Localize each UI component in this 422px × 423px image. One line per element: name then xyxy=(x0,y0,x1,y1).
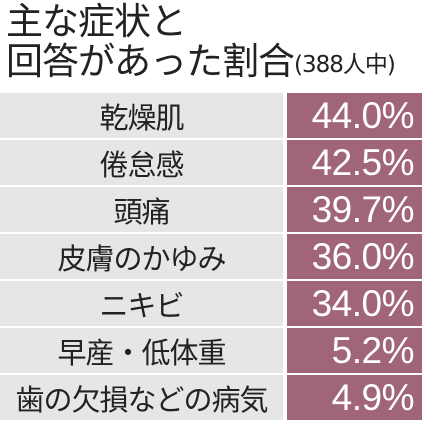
symptom-label: 乾燥肌 xyxy=(0,93,283,138)
table-row: ニキビ 34.0% xyxy=(0,280,422,327)
chart-title: 主な症状と 回答があった割合(388人中) xyxy=(6,2,420,85)
table-row: 歯の欠損などの病気 4.9% xyxy=(0,374,422,421)
symptom-label: ニキビ xyxy=(0,281,283,326)
table-row: 皮膚のかゆみ 36.0% xyxy=(0,233,422,280)
symptom-percentage: 34.0% xyxy=(287,281,422,326)
table-row: 倦怠感 42.5% xyxy=(0,139,422,186)
chart-title-line2: 回答があった割合(388人中) xyxy=(6,42,420,85)
symptom-label: 倦怠感 xyxy=(0,140,283,185)
symptom-label: 皮膚のかゆみ xyxy=(0,234,283,279)
chart-title-note: (388人中) xyxy=(294,52,396,78)
table-row: 早産・低体重 5.2% xyxy=(0,327,422,374)
table-row: 乾燥肌 44.0% xyxy=(0,92,422,139)
symptom-percentage: 39.7% xyxy=(287,187,422,232)
table-row: 頭痛 39.7% xyxy=(0,186,422,233)
symptom-label: 早産・低体重 xyxy=(0,328,283,373)
symptom-percentage: 44.0% xyxy=(287,93,422,138)
symptom-percentage: 36.0% xyxy=(287,234,422,279)
symptom-percentage: 4.9% xyxy=(287,375,422,420)
symptom-percentage: 42.5% xyxy=(287,140,422,185)
chart-title-line2-text: 回答があった割合 xyxy=(6,40,295,83)
symptom-label: 頭痛 xyxy=(0,187,283,232)
symptom-percentage: 5.2% xyxy=(287,328,422,373)
chart-title-line1: 主な症状と xyxy=(6,0,187,43)
symptom-label: 歯の欠損などの病気 xyxy=(0,375,283,420)
